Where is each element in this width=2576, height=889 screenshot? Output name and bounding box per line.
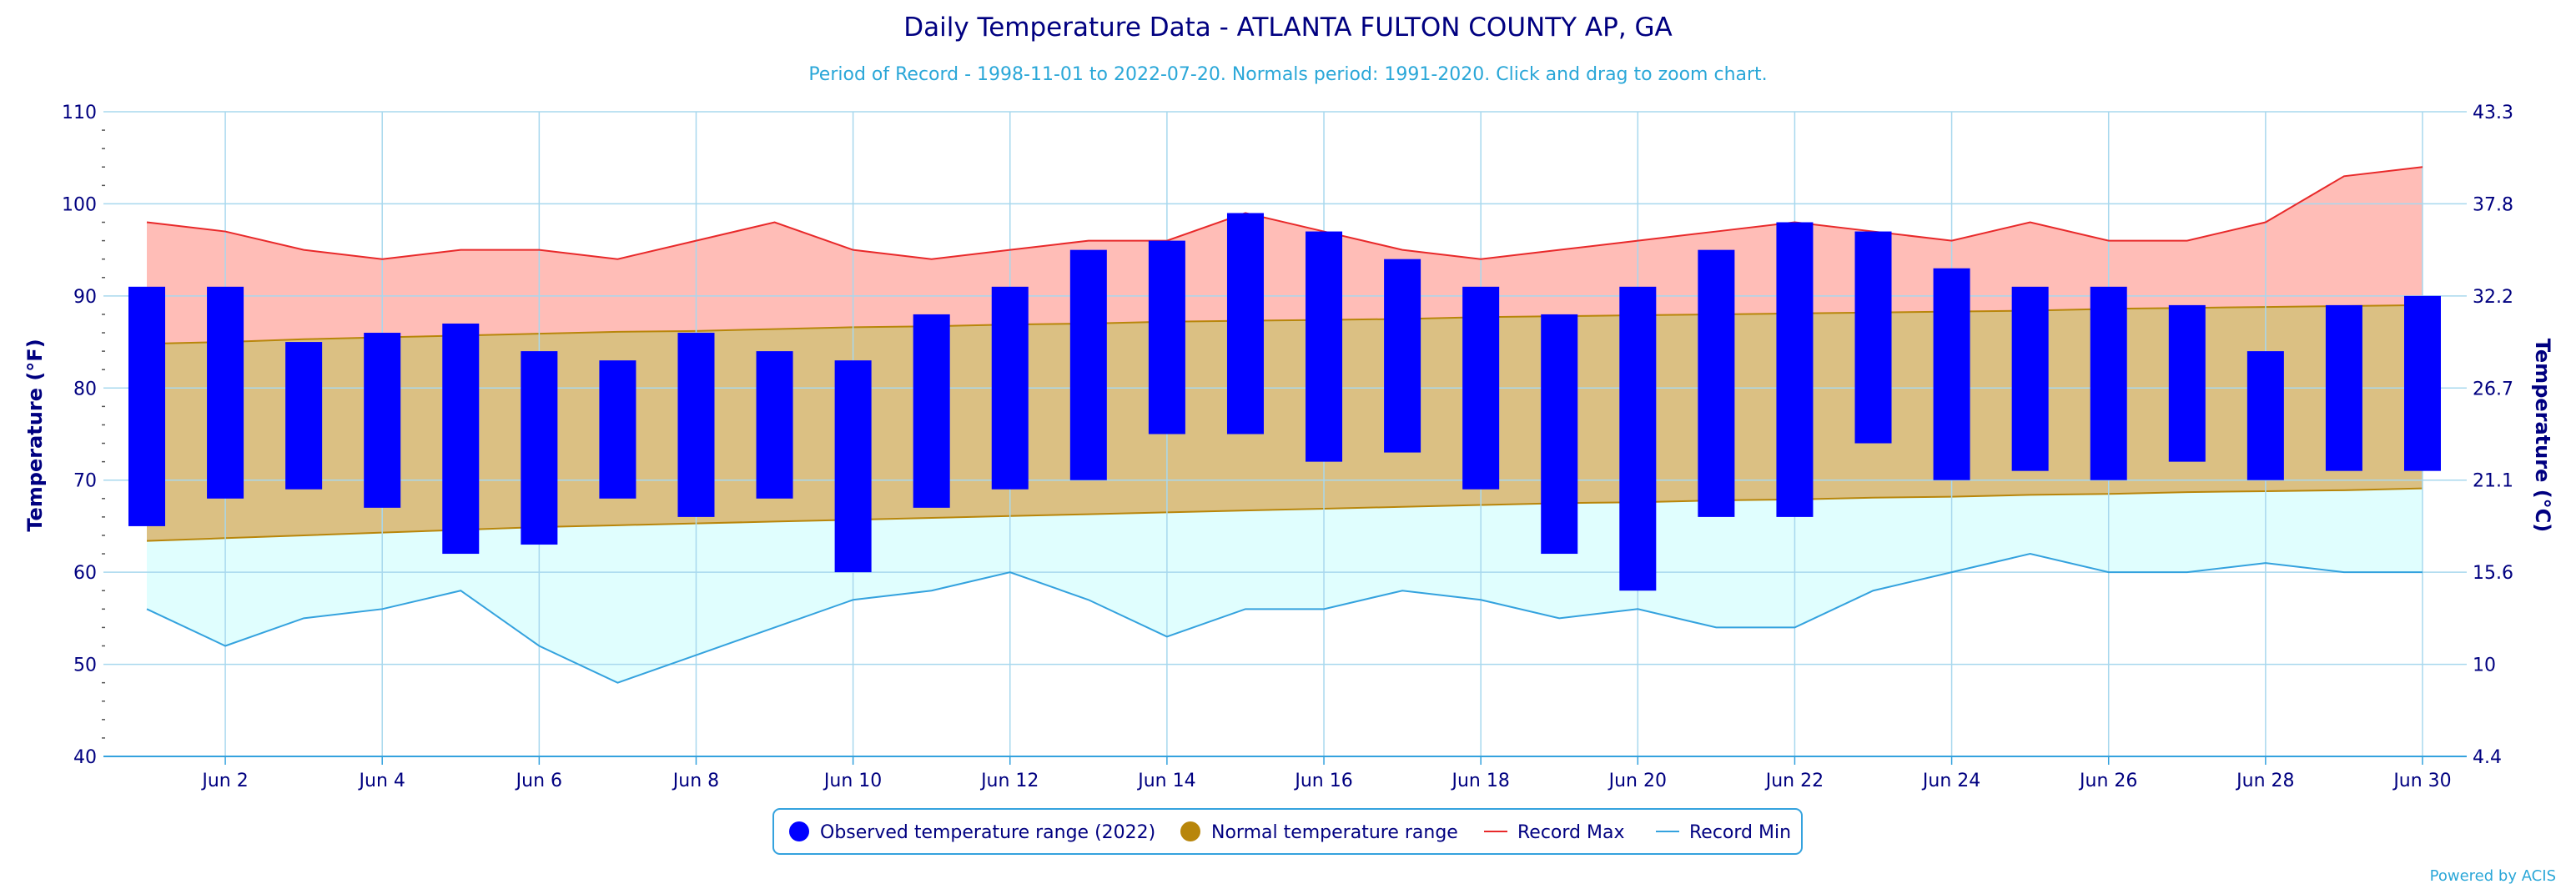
y-tick-label: 50 [73,655,97,676]
legend-label-normal: Normal temperature range [1211,822,1458,843]
record-lines [146,166,2423,684]
observed-bar[interactable] [913,314,950,508]
observed-bar[interactable] [2011,286,2049,471]
legend-label-record-min: Record Min [1689,822,1791,843]
observed-bar[interactable] [1384,259,1421,453]
observed-bar[interactable] [756,351,793,499]
x-tick-label: Jun 20 [1607,771,1667,791]
observed-bar[interactable] [442,323,480,555]
x-tick-label: Jun 2 [200,771,248,791]
observed-bar[interactable] [2404,295,2441,471]
y-tick-label: 70 [73,471,97,492]
record-min-area [147,488,2423,683]
x-tick-label: Jun 12 [979,771,1039,791]
observed-bar[interactable] [521,351,558,545]
legend[interactable]: Observed temperature range (2022) Normal… [772,808,1803,855]
y2-tick-label: 26.7 [2473,379,2513,399]
record-max-line[interactable] [146,166,2423,260]
x-tick-label: Jun 28 [2235,771,2294,791]
observed-bar[interactable] [1226,213,1264,434]
observed-bar[interactable] [677,333,715,517]
observed-bar[interactable] [128,286,165,526]
minor-tick-marks [102,129,105,739]
observed-bar[interactable] [1854,231,1892,444]
x-tick-label: Jun 4 [358,771,405,791]
x-tick-label: Jun 10 [823,771,882,791]
chart-title: Daily Temperature Data - ATLANTA FULTON … [903,13,1673,43]
x-tick-label: Jun 6 [515,771,562,791]
legend-item-observed[interactable]: Observed temperature range (2022) [789,821,1155,843]
observed-marker-icon [789,821,809,841]
record-max-area [147,167,2423,344]
observed-bar[interactable] [2090,286,2127,480]
chart-subtitle: Period of Record - 1998-11-01 to 2022-07… [808,64,1767,85]
x-tick-label: Jun 18 [1450,771,1509,791]
observed-bar[interactable] [991,286,1029,490]
legend-item-record-min[interactable]: Record Min [1656,822,1791,843]
legend-item-normal[interactable]: Normal temperature range [1180,821,1458,843]
observed-bar[interactable] [1698,249,1735,517]
legend-box [772,808,1803,855]
legend-label-record-max: Record Max [1517,822,1625,843]
record-min-line[interactable] [146,553,2423,684]
y-axis-title: Temperature (°F) [23,339,47,531]
x-tick-label: Jun 24 [1921,771,1980,791]
legend-item-record-max[interactable]: Record Max [1484,822,1625,843]
y-tick-label: 110 [62,103,97,123]
observed-bars[interactable] [128,213,2441,591]
x-tick-label: Jun 30 [2392,771,2451,791]
credit-link[interactable]: Powered by ACIS [2430,867,2556,885]
observed-bar[interactable] [1069,249,1107,480]
x-tick-label: Jun 14 [1136,771,1195,791]
y-axis-left-ticks: 40 50 60 70 80 90 100 110 [62,103,97,768]
x-axis-ticks: Jun 2 Jun 4 Jun 6 Jun 8 Jun 10 Jun 12 Jun 14 Ju… [200,756,2452,791]
y-tick-label: 90 [73,287,97,308]
x-tick-label: Jun 8 [672,771,719,791]
observed-bar[interactable] [1541,314,1578,555]
y2-tick-label: 32.2 [2473,287,2513,308]
y-tick-label: 100 [62,194,97,215]
y-tick-label: 60 [73,563,97,584]
y2-tick-label: 37.8 [2473,194,2513,215]
y-tick-label: 80 [73,379,97,399]
observed-bar[interactable] [207,286,244,499]
y-axis-right-ticks: 4.4 10 15.6 21.1 26.7 32.2 37.8 43.3 [2473,103,2513,768]
y2-tick-label: 21.1 [2473,471,2513,492]
normal-range-area [147,304,2423,541]
x-tick-label: Jun 22 [1764,771,1824,791]
y2-tick-label: 10 [2473,655,2496,676]
observed-bar[interactable] [834,360,872,573]
observed-bar[interactable] [1462,286,1500,490]
observed-bar[interactable] [1306,231,1343,462]
normal-marker-icon [1180,821,1200,841]
observed-bar[interactable] [1776,222,1814,517]
y-tick-label: 40 [73,747,97,768]
observed-bar[interactable] [1619,286,1657,591]
observed-bar[interactable] [2325,304,2362,471]
observed-bar[interactable] [285,342,323,490]
observed-bar[interactable] [1148,240,1185,434]
y2-axis-title: Temperature (°C) [2531,339,2554,533]
y2-tick-label: 43.3 [2473,103,2513,123]
observed-bar[interactable] [364,333,401,508]
observed-bar[interactable] [599,360,636,499]
y2-tick-label: 15.6 [2473,563,2513,584]
observed-bar[interactable] [1933,268,1970,480]
range-areas [146,167,2423,683]
x-tick-label: Jun 26 [2078,771,2137,791]
observed-bar[interactable] [2246,351,2284,480]
y2-tick-label: 4.4 [2473,747,2502,768]
legend-label-observed: Observed temperature range (2022) [820,822,1155,843]
observed-bar[interactable] [2168,304,2206,462]
x-tick-label: Jun 16 [1293,771,1352,791]
